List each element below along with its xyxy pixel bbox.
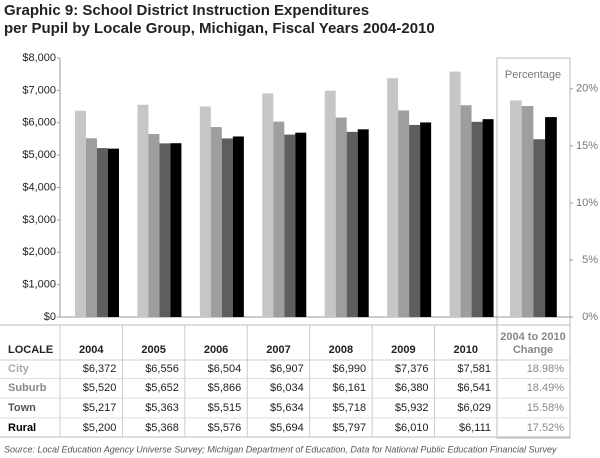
table-cell: $6,034 [270, 382, 304, 394]
table-cell: 15.58% [527, 402, 565, 414]
change-header: 2004 to 2010 [500, 331, 565, 343]
bar [221, 138, 233, 317]
y-tick-label: $3,000 [22, 214, 56, 226]
table-cell: 18.49% [527, 382, 565, 394]
table-cell: $7,376 [395, 363, 429, 375]
y2-tick-label: 0% [582, 311, 598, 323]
y-tick-label: $1,000 [22, 279, 56, 291]
x-tick-label: 2010 [454, 344, 478, 356]
bar [148, 134, 160, 317]
table-cell: $5,634 [270, 402, 304, 414]
table-cell: $6,556 [145, 363, 179, 375]
bar [232, 136, 244, 317]
table-cell: $5,515 [208, 402, 242, 414]
legend-label: Suburb [8, 382, 47, 394]
y-tick-label: $7,000 [22, 84, 56, 96]
table-cell: $5,368 [145, 422, 179, 434]
y-tick-label: $5,000 [22, 149, 56, 161]
change-panel [496, 57, 571, 439]
table-cell: $5,363 [145, 402, 179, 414]
bar [199, 106, 211, 317]
bar [284, 134, 296, 317]
change-header: Change [513, 344, 553, 356]
table-cell: $6,372 [83, 363, 117, 375]
bar [346, 131, 358, 317]
table-cell: $6,990 [332, 363, 366, 375]
table-cell: 17.52% [527, 422, 565, 434]
change-bar [533, 139, 546, 317]
y2-tick-label: 5% [582, 254, 598, 266]
table-cell: $5,932 [395, 402, 429, 414]
x-tick-label: 2009 [391, 344, 415, 356]
table-cell: $5,797 [332, 422, 366, 434]
bar [75, 110, 86, 317]
table-cell: $5,217 [83, 402, 117, 414]
bar [170, 143, 182, 317]
table-cell: $5,718 [332, 402, 366, 414]
table-cell: $6,010 [395, 422, 429, 434]
legend-label: Town [8, 402, 36, 414]
bar [108, 148, 119, 317]
y2-tick-label: 10% [576, 197, 598, 209]
bar [295, 132, 307, 317]
table-cell: $5,866 [208, 382, 242, 394]
bar [210, 127, 222, 317]
bar [460, 105, 472, 317]
bar [387, 78, 399, 318]
table-cell: $6,111 [459, 422, 491, 434]
change-bar [545, 117, 557, 317]
bar [262, 93, 274, 318]
y-tick-label: $6,000 [22, 117, 56, 129]
x-tick-label: 2004 [79, 344, 104, 356]
table-cell: $6,380 [395, 382, 429, 394]
bar [409, 124, 421, 317]
legend-label: City [8, 363, 30, 375]
table-header: LOCALE [8, 344, 53, 356]
bar [335, 117, 347, 317]
table-cell: $5,576 [208, 422, 242, 434]
table-cell: $6,504 [208, 363, 242, 375]
y-tick-label: $0 [44, 311, 56, 323]
table-cell: $5,200 [83, 422, 117, 434]
legend-label: Rural [8, 422, 36, 434]
bar [324, 90, 336, 317]
table-cell: $6,161 [332, 382, 366, 394]
table-cell: $6,907 [270, 363, 304, 375]
panel-title: Percentage [505, 69, 561, 81]
table-cell: 18.98% [527, 363, 565, 375]
table-cell: $6,029 [457, 402, 491, 414]
x-tick-label: 2005 [141, 344, 165, 356]
y-tick-label: $2,000 [22, 246, 56, 258]
bar [137, 104, 149, 317]
x-tick-label: 2006 [204, 344, 228, 356]
y2-tick-label: 15% [576, 140, 598, 152]
table-cell: $5,520 [83, 382, 117, 394]
bar [159, 143, 171, 317]
y-tick-label: $8,000 [22, 52, 56, 64]
bar [420, 122, 432, 318]
chart-title: per Pupil by Locale Group, Michigan, Fis… [4, 20, 435, 37]
table-cell: $6,541 [457, 382, 491, 394]
table-cell: $5,652 [145, 382, 179, 394]
change-bar [521, 106, 534, 317]
bar [398, 110, 410, 317]
y-tick-label: $4,000 [22, 181, 56, 193]
bar [97, 148, 108, 317]
chart-title: Graphic 9: School District Instruction E… [4, 2, 369, 19]
bar [273, 121, 285, 317]
source: Source: Local Education Agency Universe … [4, 444, 557, 454]
x-tick-label: 2007 [266, 344, 290, 356]
change-bar [510, 100, 522, 317]
bar [449, 71, 461, 317]
bar [482, 119, 494, 317]
y2-tick-label: 20% [576, 83, 598, 95]
bar [357, 129, 369, 317]
bar [86, 138, 97, 317]
x-tick-label: 2008 [329, 344, 353, 356]
table-cell: $5,694 [270, 422, 304, 434]
bar [471, 121, 483, 317]
table-cell: $7,581 [457, 363, 491, 375]
